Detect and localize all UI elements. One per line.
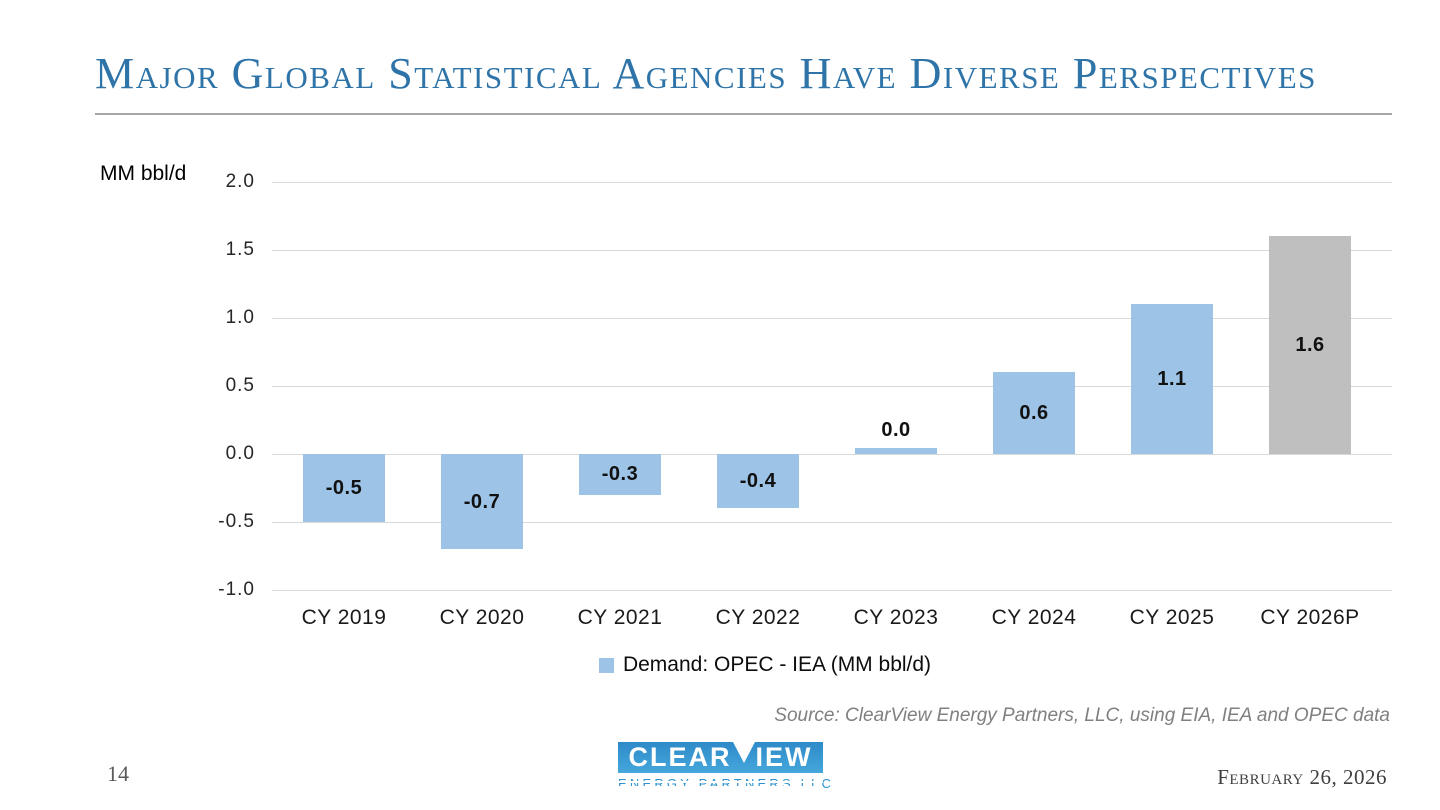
slide-date: February 26, 2026 bbox=[1217, 765, 1387, 789]
clearview-logo: CLEAR IEW ENERGY PARTNERS LLC bbox=[618, 742, 831, 792]
logo-v-notch-icon bbox=[732, 742, 755, 763]
bar-cy-2023 bbox=[855, 448, 937, 454]
logo-subtitle-text: ENERGY PARTNERS LLC bbox=[618, 776, 835, 791]
x-axis-tick-cy-2024: CY 2024 bbox=[991, 606, 1077, 629]
logo-wordmark-left: CLEAR bbox=[628, 742, 732, 772]
bar-value-label: 1.6 bbox=[1295, 334, 1325, 357]
bar-cy-2019 bbox=[303, 454, 385, 522]
logo-subtitle: ENERGY PARTNERS LLC bbox=[618, 776, 831, 792]
x-axis-tick-cy-2021: CY 2021 bbox=[577, 606, 663, 629]
bar-value-label: 1.1 bbox=[1157, 368, 1187, 391]
y-axis-tick-1.5: 1.5 bbox=[225, 239, 255, 260]
bar-value-label: -0.5 bbox=[325, 477, 363, 499]
bar-cy-2026p bbox=[1269, 236, 1351, 454]
y-axis-tick-0.5: 0.5 bbox=[225, 375, 255, 396]
x-axis-tick-cy-2022: CY 2022 bbox=[715, 606, 801, 629]
legend-label: Demand: OPEC - IEA (MM bbl/d) bbox=[622, 653, 932, 676]
bar-cy-2020 bbox=[441, 454, 523, 550]
x-axis-tick-cy-2026p: CY 2026P bbox=[1260, 606, 1360, 629]
bar-cy-2025 bbox=[1131, 304, 1213, 454]
y-axis-unit-label: MM bbl/d bbox=[100, 162, 187, 185]
legend-swatch-icon bbox=[598, 657, 614, 673]
source-note: Source: ClearView Energy Partners, LLC, … bbox=[774, 705, 1390, 726]
y-axis-tick-0.0: 0.0 bbox=[225, 443, 255, 464]
bar-chart-plot-area: 2.0 1.5 1.0 0.5 0.0 -0.5 -1.0 -0.5 CY 2019 -0.7 CY… bbox=[218, 171, 1392, 629]
gridline-2.0: 2.0 bbox=[226, 171, 1392, 192]
x-axis-tick-cy-2025: CY 2025 bbox=[1129, 606, 1215, 629]
bar-value-label: -0.3 bbox=[601, 463, 639, 486]
bar-cy-2024 bbox=[993, 372, 1075, 454]
bar-value-label: -0.7 bbox=[463, 490, 501, 513]
page-number: 14 bbox=[107, 761, 129, 786]
bar-value-label: -0.4 bbox=[739, 470, 777, 493]
gridline--0.5: -0.5 bbox=[218, 511, 1392, 532]
x-axis-tick-cy-2019: CY 2019 bbox=[301, 606, 387, 629]
logo-slit-line bbox=[618, 781, 823, 783]
slide-title: Major Global Statistical Agencies Have D… bbox=[95, 49, 1317, 98]
logo-wordmark-right: IEW bbox=[755, 742, 813, 772]
bar-cy-2021 bbox=[579, 454, 661, 495]
y-axis-tick--1.0: -1.0 bbox=[218, 579, 255, 600]
y-axis-tick-2.0: 2.0 bbox=[225, 171, 255, 192]
bar-value-label: 0.6 bbox=[1019, 402, 1049, 425]
logo-slit-line bbox=[618, 786, 823, 788]
x-axis-tick-cy-2020: CY 2020 bbox=[439, 606, 525, 629]
gridline-1.5: 1.5 bbox=[226, 239, 1392, 260]
gridline-1.0: 1.0 bbox=[226, 307, 1392, 328]
chart-legend: Demand: OPEC - IEA (MM bbl/d) bbox=[45, 653, 1440, 677]
gridline--1.0: -1.0 bbox=[218, 579, 1392, 600]
logo-wordmark: CLEAR IEW bbox=[618, 742, 823, 773]
title-divider bbox=[95, 113, 1392, 115]
y-axis-tick--0.5: -0.5 bbox=[218, 511, 255, 532]
bar-cy-2022 bbox=[717, 454, 799, 509]
bar-value-label: 0.0 bbox=[881, 419, 911, 441]
gridline-0.5: 0.5 bbox=[226, 375, 1392, 396]
y-axis-tick-1.0: 1.0 bbox=[225, 307, 255, 328]
gridline-0.0: 0.0 bbox=[226, 443, 1392, 464]
x-axis-tick-cy-2023: CY 2023 bbox=[853, 606, 939, 629]
